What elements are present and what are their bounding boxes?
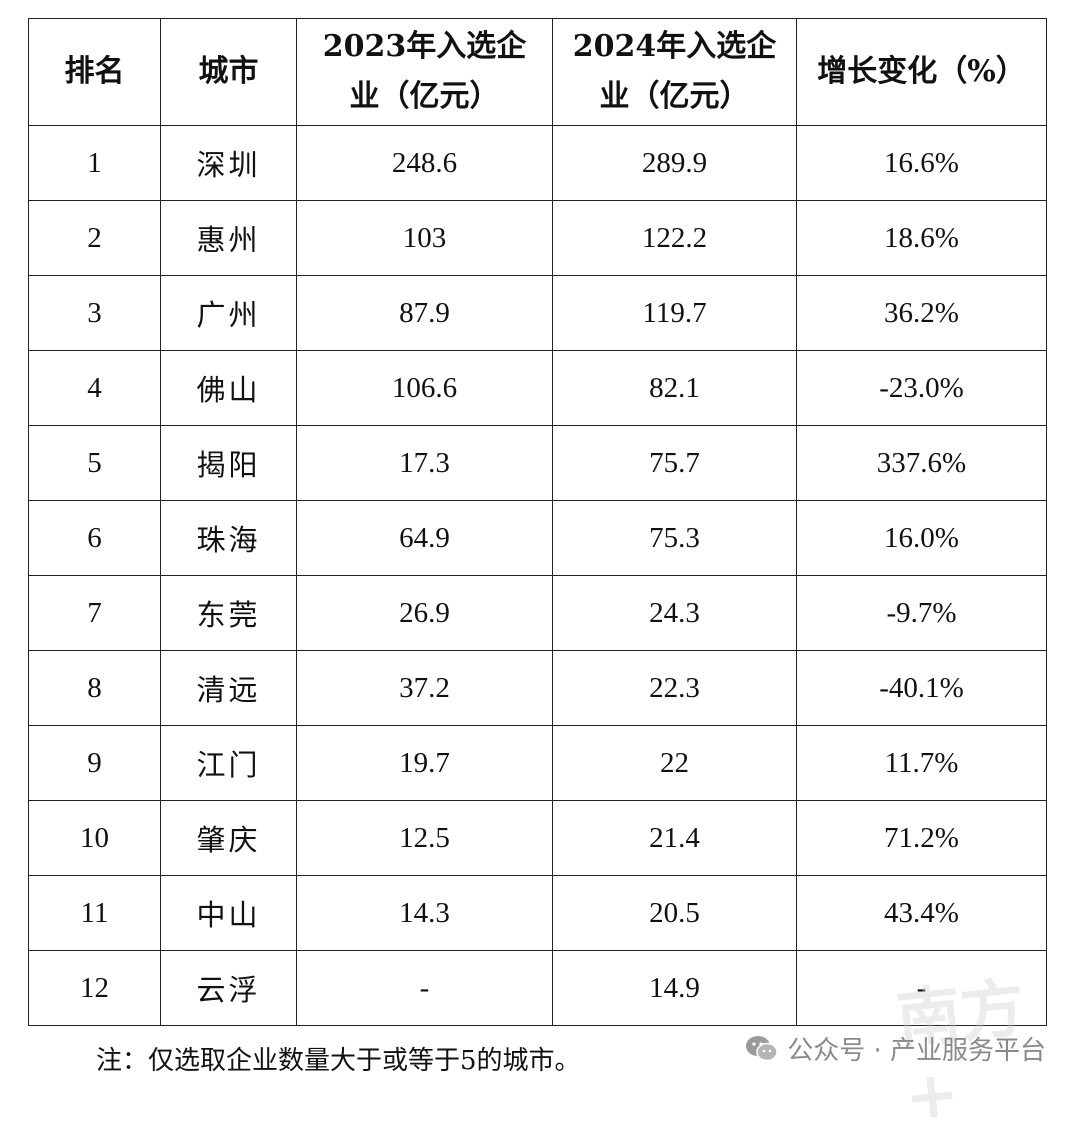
- table-header-row: 排名 城市 2023年入选企 业（亿元） 2024年入选企 业（亿元） 增长变化…: [28, 18, 1047, 126]
- header-2023-line1: 2023年入选企: [322, 29, 527, 64]
- cell-rank: 2: [28, 200, 161, 276]
- table-row: 7 东莞 26.9 24.3 -9.7%: [28, 575, 1047, 651]
- cell-change: 71.2%: [796, 800, 1047, 876]
- cell-city: 肇庆: [160, 800, 297, 876]
- table-row: 3 广州 87.9 119.7 36.2%: [28, 275, 1047, 351]
- cell-rank: 6: [28, 500, 161, 576]
- cell-city: 广州: [160, 275, 297, 351]
- watermark-text: 公众号 · 产业服务平台: [787, 1036, 1046, 1066]
- cell-city: 江门: [160, 725, 297, 801]
- cell-2024-value: 75.7: [552, 425, 797, 501]
- cell-change: -23.0%: [796, 350, 1047, 426]
- cell-2023-value: 17.3: [296, 425, 553, 501]
- cell-city: 佛山: [160, 350, 297, 426]
- header-2024-line1: 2024年入选企: [572, 29, 777, 64]
- cell-city: 中山: [160, 875, 297, 951]
- header-2024-line2: 业（亿元）: [599, 79, 750, 114]
- cell-2023-value: 87.9: [296, 275, 553, 351]
- cell-2023-value: -: [296, 950, 553, 1026]
- cell-change: 18.6%: [796, 200, 1047, 276]
- cell-change: 36.2%: [796, 275, 1047, 351]
- cell-2024-value: 21.4: [552, 800, 797, 876]
- cell-change: 16.6%: [796, 125, 1047, 201]
- cell-rank: 1: [28, 125, 161, 201]
- cell-city: 清远: [160, 650, 297, 726]
- cell-rank: 3: [28, 275, 161, 351]
- cell-change: -40.1%: [796, 650, 1047, 726]
- table-row: 6 珠海 64.9 75.3 16.0%: [28, 500, 1047, 576]
- cell-2023-value: 26.9: [296, 575, 553, 651]
- cell-city: 深圳: [160, 125, 297, 201]
- table-row: 5 揭阳 17.3 75.7 337.6%: [28, 425, 1047, 501]
- cell-2024-value: 22.3: [552, 650, 797, 726]
- cell-city: 揭阳: [160, 425, 297, 501]
- cell-change: 11.7%: [796, 725, 1047, 801]
- header-2024: 2024年入选企 业（亿元）: [552, 18, 797, 126]
- cell-2024-value: 20.5: [552, 875, 797, 951]
- table-row: 12 云浮 -14.9-: [28, 950, 1047, 1026]
- cell-2023-value: 103: [296, 200, 553, 276]
- cell-rank: 11: [28, 875, 161, 951]
- cell-2024-value: 122.2: [552, 200, 797, 276]
- cell-2024-value: 22: [552, 725, 797, 801]
- cell-2024-value: 289.9: [552, 125, 797, 201]
- table-row: 9 江门 19.7 22 11.7%: [28, 725, 1047, 801]
- data-table-container: 排名 城市 2023年入选企 业（亿元） 2024年入选企 业（亿元） 增长变化…: [28, 18, 1048, 1026]
- table-row: 10 肇庆 12.5 21.4 71.2%: [28, 800, 1047, 876]
- cell-2023-value: 19.7: [296, 725, 553, 801]
- cell-change: 43.4%: [796, 875, 1047, 951]
- table-body: 1 深圳 248.6 289.9 16.6% 2 惠州 103 122.2 18.6% 3 广州 87.…: [28, 125, 1047, 1026]
- cell-change: -: [796, 950, 1047, 1026]
- cell-city: 惠州: [160, 200, 297, 276]
- cell-2024-value: 119.7: [552, 275, 797, 351]
- footnote: 注：仅选取企业数量大于或等于5的城市。: [96, 1046, 581, 1076]
- cell-2024-value: 75.3: [552, 500, 797, 576]
- cell-change: -9.7%: [796, 575, 1047, 651]
- cell-city: 东莞: [160, 575, 297, 651]
- source-watermark: 公众号 · 产业服务平台: [745, 1030, 1046, 1067]
- table-row: 2 惠州 103 122.2 18.6%: [28, 200, 1047, 276]
- cell-rank: 10: [28, 800, 161, 876]
- cell-2023-value: 14.3: [296, 875, 553, 951]
- cell-2023-value: 64.9: [296, 500, 553, 576]
- cell-2023-value: 106.6: [296, 350, 553, 426]
- cell-2023-value: 12.5: [296, 800, 553, 876]
- cell-rank: 4: [28, 350, 161, 426]
- cell-city: 珠海: [160, 500, 297, 576]
- cell-city: 云浮: [160, 950, 297, 1026]
- cell-rank: 12: [28, 950, 161, 1026]
- table-row: 1 深圳 248.6 289.9 16.6%: [28, 125, 1047, 201]
- header-city: 城市: [160, 18, 297, 126]
- cell-rank: 5: [28, 425, 161, 501]
- cell-rank: 9: [28, 725, 161, 801]
- header-rank: 排名: [28, 18, 161, 126]
- cell-2024-value: 82.1: [552, 350, 797, 426]
- cell-rank: 7: [28, 575, 161, 651]
- cell-rank: 8: [28, 650, 161, 726]
- header-2023: 2023年入选企 业（亿元）: [296, 18, 553, 126]
- cell-change: 337.6%: [796, 425, 1047, 501]
- table-row: 4 佛山 106.6 82.1 -23.0%: [28, 350, 1047, 426]
- cell-2023-value: 248.6: [296, 125, 553, 201]
- header-change: 增长变化（%）: [796, 18, 1047, 126]
- cell-change: 16.0%: [796, 500, 1047, 576]
- header-2023-line2: 业（亿元）: [349, 79, 500, 114]
- table-row: 8 清远 37.2 22.3 -40.1%: [28, 650, 1047, 726]
- wechat-icon: [745, 1035, 779, 1063]
- cell-2024-value: 14.9: [552, 950, 797, 1026]
- ranking-table: 排名 城市 2023年入选企 业（亿元） 2024年入选企 业（亿元） 增长变化…: [28, 18, 1047, 1026]
- table-row: 11 中山 14.3 20.5 43.4%: [28, 875, 1047, 951]
- cell-2023-value: 37.2: [296, 650, 553, 726]
- cell-2024-value: 24.3: [552, 575, 797, 651]
